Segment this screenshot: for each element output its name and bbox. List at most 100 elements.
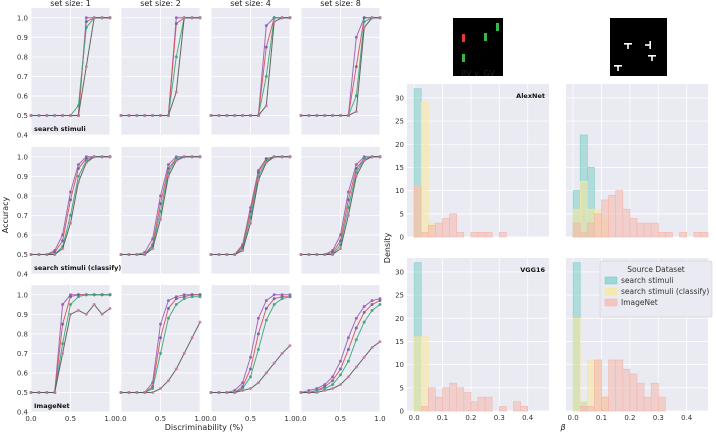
data-point <box>61 247 65 251</box>
data-point <box>92 155 96 159</box>
data-point <box>29 252 33 256</box>
data-point <box>354 110 358 114</box>
y-tick-label: 5 <box>400 384 404 392</box>
data-point <box>346 198 350 202</box>
data-point <box>84 161 88 165</box>
data-point <box>217 113 221 117</box>
data-point <box>69 198 72 202</box>
data-point <box>249 355 252 359</box>
data-point <box>92 303 96 307</box>
data-point <box>264 45 268 49</box>
y-axis-label-accuracy: Accuracy <box>1 196 10 233</box>
data-point <box>362 20 366 24</box>
data-point <box>166 316 170 320</box>
row-label: search stimuli (classify) <box>34 264 121 272</box>
data-point <box>362 304 366 308</box>
data-point <box>166 306 170 310</box>
data-point <box>143 252 147 256</box>
histogram-bar <box>572 317 581 412</box>
histogram-bar <box>650 222 659 238</box>
data-point <box>249 367 252 371</box>
data-point <box>280 16 284 20</box>
data-point <box>198 320 202 324</box>
x-tick-label: 0.5 <box>65 415 76 423</box>
data-point <box>272 20 276 24</box>
data-point <box>378 16 382 20</box>
data-point <box>370 299 374 303</box>
x-tick-label: 1.0 <box>284 415 295 423</box>
data-point <box>182 351 186 355</box>
psychometric-panel: 0.4 0.5 0.6 0.7 0.8 0.9 1.0 search stimuli (cla… <box>17 147 121 279</box>
data-point <box>346 113 350 117</box>
data-point <box>354 65 358 69</box>
data-point <box>151 247 155 251</box>
histogram-bar <box>413 336 422 412</box>
y-tick-label: 0 <box>400 234 404 242</box>
data-point <box>182 16 186 20</box>
data-point <box>354 174 358 178</box>
histogram-bar <box>449 213 458 238</box>
stimulus-thumbnail-rv-gv: RV v. GV <box>453 18 503 78</box>
data-point <box>198 16 202 20</box>
data-point <box>143 390 147 394</box>
data-point <box>378 299 382 303</box>
histogram-bar <box>456 232 465 238</box>
y-tick-label: 1.0 <box>17 291 28 299</box>
histogram-bar <box>498 232 507 238</box>
histogram-bar <box>622 208 631 238</box>
y-tick-label: 5 <box>400 210 404 218</box>
row-label: search stimuli <box>34 125 86 133</box>
histogram-bar <box>650 382 659 412</box>
histogram-bar <box>435 222 443 238</box>
green-bar <box>496 23 499 31</box>
y-tick-label: 0.5 <box>17 251 28 259</box>
x-tick-label: 0.4 <box>681 414 693 422</box>
histogram-bar <box>586 406 595 412</box>
y-tick-label: 25 <box>395 118 404 126</box>
x-tick-label: 0.0 <box>25 415 36 423</box>
data-point <box>135 113 139 117</box>
histogram-bar <box>601 396 609 412</box>
histogram-bar <box>579 181 588 238</box>
histogram-bar <box>420 232 429 238</box>
histogram-bar <box>427 387 436 412</box>
data-point <box>288 295 292 299</box>
legend-entry: ImageNet <box>621 298 658 307</box>
data-point <box>256 170 260 174</box>
data-point <box>37 252 41 256</box>
data-point <box>225 252 229 256</box>
data-point <box>127 113 131 117</box>
beta-histograms: 0 5 10 15 20 25 30 AlexNet 0 5 10 15 20 25 30 0.0 0.1 0.2… <box>395 84 709 422</box>
data-point <box>61 322 65 326</box>
psychometric-panel <box>119 147 202 275</box>
data-point <box>100 155 104 159</box>
data-point <box>217 390 221 394</box>
data-point <box>69 295 72 299</box>
y-tick-label: 0.8 <box>17 192 28 200</box>
data-point <box>119 390 123 394</box>
data-point <box>166 163 170 167</box>
green-bar <box>484 33 487 41</box>
histogram-bar <box>449 382 458 412</box>
data-point <box>76 104 80 108</box>
histogram-bar <box>579 232 588 238</box>
data-point <box>264 74 268 78</box>
data-point <box>37 390 41 394</box>
data-point <box>288 16 292 20</box>
y-tick-label: 0.6 <box>17 369 29 377</box>
data-point <box>339 247 342 251</box>
t-shape <box>614 65 622 71</box>
data-point <box>92 293 96 297</box>
y-tick-label: 15 <box>395 164 404 172</box>
legend-box <box>599 260 713 318</box>
data-point <box>209 252 213 256</box>
data-point <box>108 16 112 20</box>
data-point <box>256 381 260 385</box>
psychometric-panel: 0.4 0.5 0.6 0.7 0.8 0.9 1.0 search stimuli <box>17 8 112 140</box>
data-point <box>272 303 276 307</box>
y-tick-label: 0.9 <box>17 173 28 181</box>
t-stem <box>645 44 651 46</box>
t-stem <box>627 43 629 49</box>
data-point <box>378 155 382 159</box>
data-point <box>174 367 178 371</box>
